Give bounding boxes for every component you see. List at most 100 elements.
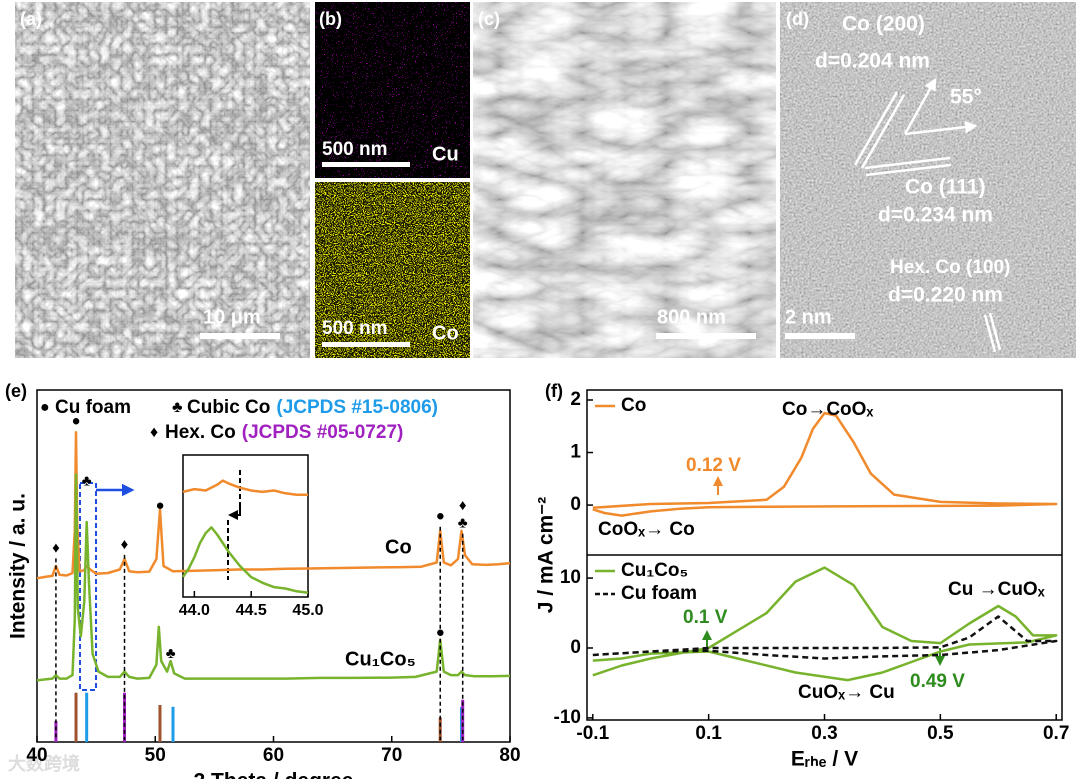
y-tick-label: 0 <box>570 494 581 515</box>
scale-bar <box>200 333 280 339</box>
series-line <box>36 473 511 682</box>
series-line <box>36 430 511 580</box>
legend-symbol: ♣ <box>172 399 183 416</box>
x-axis-label: Eᵣₕₑ / V <box>791 748 858 771</box>
x-tick-label: 60 <box>263 745 284 766</box>
panel-label: (c) <box>478 9 500 29</box>
shift-arrow <box>228 505 241 520</box>
peak-marker: ♦ <box>459 497 467 514</box>
element-label: Cu <box>432 143 459 165</box>
x-tick-label: 80 <box>499 745 520 766</box>
scale-bar-label: 2 nm <box>785 306 832 328</box>
y-tick-label: 0 <box>570 637 581 658</box>
panel-label: (b) <box>319 9 342 29</box>
eds-dots-cu <box>315 2 470 178</box>
x-tick-label: 0.5 <box>927 723 954 744</box>
lattice-label: Co (200) <box>842 13 925 36</box>
y-tick-label: 1 <box>570 442 581 463</box>
x-tick-label: 44.5 <box>236 602 267 619</box>
series-label: Co <box>385 536 412 558</box>
legend-label: Cu₁Co₅ <box>621 560 688 581</box>
peak-marker: ● <box>436 624 445 641</box>
annotation: Cu →CuOₓ <box>948 579 1045 600</box>
reference-stick <box>158 705 162 742</box>
lattice-label: Co (111) <box>905 176 986 199</box>
sem-texture <box>473 2 776 358</box>
x-tick-label: 70 <box>381 745 402 766</box>
element-label: Co <box>432 322 459 344</box>
lattice-label: d=0.204 nm <box>815 50 930 73</box>
legend-label: Cu foam <box>621 583 697 604</box>
peak-marker: ♣ <box>82 472 92 489</box>
peak-marker: ♣ <box>458 515 468 532</box>
legend-symbol: ● <box>40 399 50 416</box>
series-line <box>181 526 309 594</box>
annotation: Co→CoOₓ <box>782 399 873 420</box>
watermark: 大数跨境 <box>8 753 80 774</box>
zoom-box <box>79 482 97 691</box>
reference-stick <box>85 692 89 742</box>
series-line <box>592 411 1058 517</box>
legend-label: Cu foam <box>55 397 131 418</box>
peak-marker: ● <box>71 413 80 430</box>
panel-label: (e) <box>5 381 27 401</box>
y-tick-label: 10 <box>560 567 581 588</box>
eds-dots-co <box>315 182 470 358</box>
x-tick-label: 0.3 <box>811 723 837 744</box>
legend-reference: (JCPDS #15-0806) <box>276 397 438 418</box>
panel-label: (a) <box>20 9 42 29</box>
scale-bar <box>785 333 855 339</box>
x-axis-label: 2 Theta / degree <box>194 770 354 779</box>
y-tick-label: 2 <box>570 389 581 410</box>
scale-bar-label: 500 nm <box>322 318 387 339</box>
lattice-label: 55° <box>950 86 982 109</box>
lattice-marks <box>853 77 1002 353</box>
scale-bar-label: 10 μm <box>203 306 261 328</box>
y-axis-label: J / mA cm⁻² <box>535 497 558 614</box>
annotation: CoOₓ→ Co <box>598 519 695 540</box>
x-tick-label: 0.1 <box>695 723 722 744</box>
peak-marker: ♦ <box>52 539 60 556</box>
y-axis-label: Intensity / a. u. <box>7 493 30 639</box>
scale-bar-label: 800 nm <box>657 306 726 328</box>
x-tick-label: 45.0 <box>292 602 323 619</box>
peak-marker: ● <box>436 508 445 525</box>
tem-texture <box>780 2 1076 358</box>
x-tick-label: 0.7 <box>1043 723 1069 744</box>
reference-stick <box>74 692 78 742</box>
x-tick-label: 44.0 <box>179 602 210 619</box>
panel-label: (d) <box>786 9 809 29</box>
reference-stick <box>54 720 58 742</box>
legend-label: Hex. Co <box>165 422 236 443</box>
peak-marker: ♦ <box>121 536 129 553</box>
scale-bar-label: 500 nm <box>322 139 387 160</box>
series-line <box>592 566 1058 682</box>
x-tick-label: 50 <box>145 745 166 766</box>
lattice-label: d=0.234 nm <box>878 204 993 227</box>
scale-bar <box>322 162 410 167</box>
legend-reference: (JCPDS #05-0727) <box>242 422 404 443</box>
lattice-label: Hex. Co (100) <box>890 257 1010 278</box>
series-line <box>592 615 1058 660</box>
x-tick-label: 40 <box>26 745 47 766</box>
peak-marker: ● <box>155 497 164 514</box>
reference-stick <box>438 717 442 742</box>
annotation: CuOₓ→ Cu <box>798 682 895 703</box>
annotation: 0.1 V <box>683 607 728 628</box>
lattice-label: d=0.220 nm <box>888 284 1003 307</box>
legend-label: Co <box>621 395 646 416</box>
annotation: 0.49 V <box>910 671 965 692</box>
y-tick-label: -10 <box>554 707 581 728</box>
legend-label: Cubic Co <box>187 397 270 418</box>
reference-stick <box>171 706 175 742</box>
peak-marker: ♣ <box>166 645 176 662</box>
series-line <box>182 479 308 497</box>
inset-frame <box>182 454 309 598</box>
series-label: Cu₁Co₅ <box>345 648 416 670</box>
legend-symbol: ♦ <box>150 424 158 441</box>
reference-stick <box>461 699 465 742</box>
panel-label: (f) <box>545 381 563 401</box>
annotation: 0.12 V <box>686 455 741 476</box>
